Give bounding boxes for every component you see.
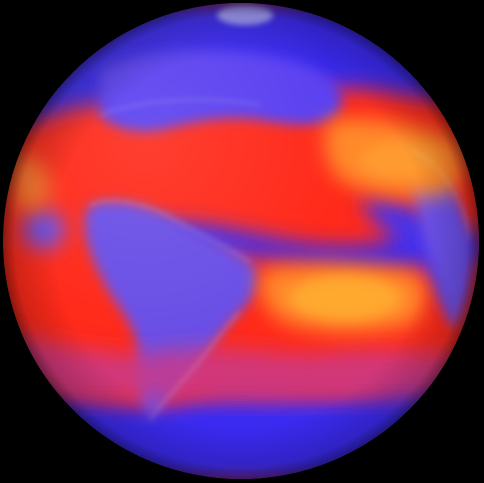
- globe-limb-shading: [3, 3, 479, 479]
